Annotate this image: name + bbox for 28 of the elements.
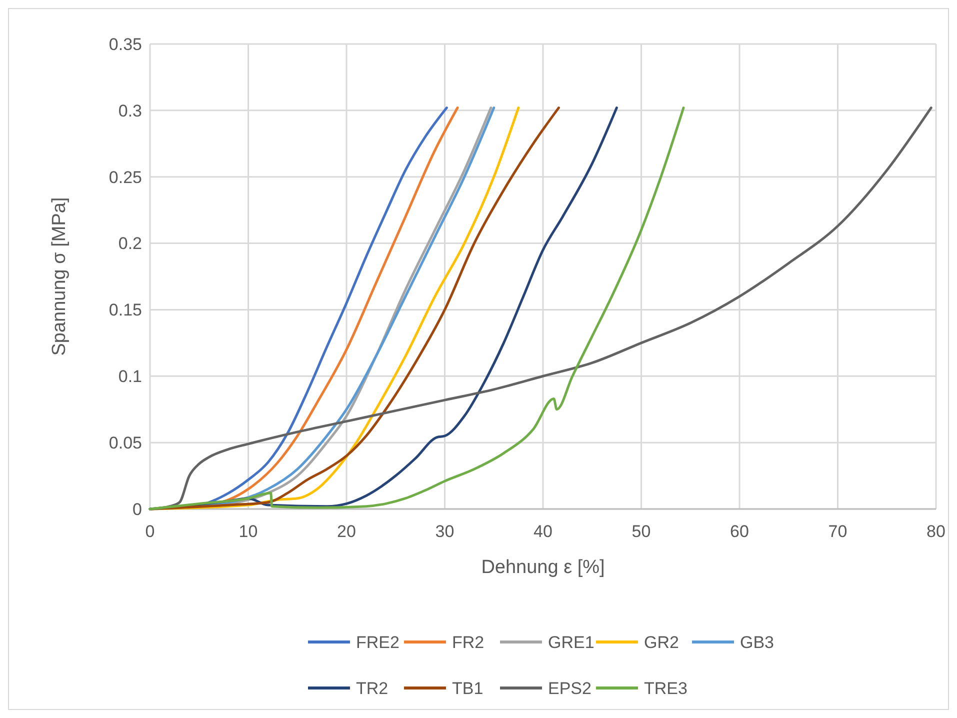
x-tick-label: 50	[632, 522, 651, 541]
x-tick-label: 30	[435, 522, 454, 541]
y-tick-label: 0.25	[108, 168, 142, 187]
y-tick-label: 0.05	[108, 434, 142, 453]
legend-label: GR2	[644, 632, 679, 652]
y-tick-label: 0.1	[118, 367, 142, 386]
legend-label: FR2	[452, 632, 484, 652]
legend-label: TB1	[452, 678, 484, 698]
y-tick-label: 0	[132, 500, 142, 519]
legend-label: TR2	[356, 678, 388, 698]
y-tick-label: 0.15	[108, 300, 142, 320]
legend-label: EPS2	[548, 678, 592, 698]
x-tick-label: 70	[828, 522, 848, 541]
legend-label: GRE1	[548, 632, 594, 652]
y-tick-label: 0.3	[118, 101, 142, 120]
x-tick-label: 0	[145, 522, 155, 541]
legend-label: FRE2	[356, 632, 400, 652]
x-axis-title: Dehnung ε [%]	[481, 557, 605, 578]
legend-label: TRE3	[644, 678, 688, 698]
x-tick-label: 10	[238, 522, 258, 541]
y-tick-label: 0.2	[118, 234, 142, 254]
x-tick-label: 80	[926, 522, 946, 541]
y-axis-title: Spannung σ [MPa]	[49, 197, 70, 356]
y-tick-label: 0.35	[108, 34, 142, 54]
x-tick-label: 60	[730, 522, 749, 541]
x-tick-label: 40	[534, 522, 552, 541]
legend-label: GB3	[740, 632, 774, 652]
x-tick-label: 20	[337, 522, 356, 541]
